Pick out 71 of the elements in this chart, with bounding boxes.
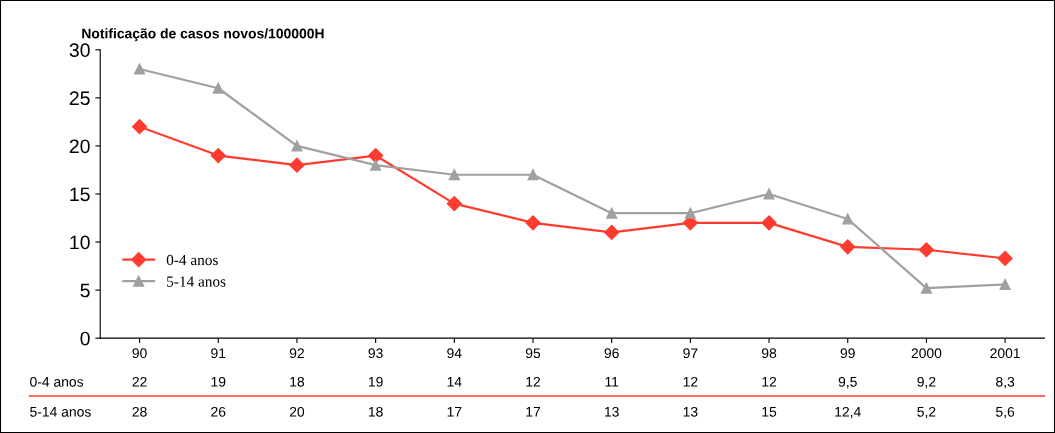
- point: [212, 82, 224, 94]
- data-label: 17: [447, 407, 462, 417]
- point: [291, 140, 303, 152]
- y-tick-label: 25: [69, 91, 90, 106]
- y-axis-title: Notificação de casos novos/100000H: [82, 28, 324, 42]
- data-label: 9,2: [917, 376, 936, 389]
- y-tick-label: 5: [80, 283, 90, 298]
- x-tick-label: 99: [840, 348, 855, 359]
- x-tick-label: 96: [604, 348, 619, 359]
- x-tick-label: 95: [525, 348, 541, 359]
- point: [920, 282, 932, 294]
- x-tick-label: 94: [447, 348, 462, 359]
- x-tick-label: 90: [132, 348, 147, 359]
- point: [289, 157, 305, 173]
- point: [606, 207, 618, 219]
- point: [134, 63, 146, 75]
- point: [684, 207, 696, 219]
- point: [999, 278, 1011, 290]
- legend-label: 5-14 anos: [167, 276, 226, 287]
- legend-label: 0-4 anos: [166, 254, 218, 266]
- x-tick-label: 93: [368, 348, 383, 359]
- data-label: 13: [605, 406, 619, 417]
- x-tick-label: 2001: [990, 348, 1020, 359]
- data-label: 28: [132, 406, 147, 417]
- point: [527, 169, 539, 181]
- data-label: 17: [526, 407, 541, 417]
- x-tick-label: 92: [289, 348, 304, 359]
- y-tick-label: 30: [69, 43, 90, 58]
- text: 5-14 anos: [30, 407, 91, 417]
- data-label: 5,2: [917, 406, 936, 419]
- point: [448, 169, 460, 181]
- data-label: 12: [526, 376, 541, 387]
- point: [761, 215, 777, 231]
- point: [918, 242, 934, 258]
- text: 0-4 anos: [30, 376, 84, 387]
- point: [368, 147, 384, 164]
- data-label: 13: [683, 406, 698, 417]
- point: [210, 147, 226, 164]
- point: [840, 239, 856, 255]
- y-tick-label: 0: [80, 331, 90, 346]
- data-label: 18: [368, 406, 383, 417]
- data-label: 12: [762, 376, 777, 387]
- data-label: 8,3: [996, 376, 1015, 389]
- point: [842, 213, 854, 225]
- point: [763, 188, 775, 200]
- y-tick-label: 15: [70, 187, 90, 202]
- data-label: 9,5: [838, 376, 857, 389]
- data-label: 12: [683, 376, 698, 387]
- data-label: 15: [762, 407, 777, 417]
- data-label: 19: [211, 376, 226, 387]
- y-tick-label: 10: [70, 235, 90, 250]
- point: [525, 215, 541, 231]
- point: [446, 196, 462, 212]
- data-label: 20: [289, 406, 305, 417]
- data-label: 14: [447, 377, 462, 387]
- x-tick-label: 91: [211, 348, 226, 359]
- point: [370, 159, 382, 171]
- data-label: 26: [211, 406, 226, 417]
- x-tick-label: 98: [761, 348, 777, 359]
- data-label: 19: [368, 376, 383, 387]
- point: [131, 119, 148, 135]
- data-label: 11: [605, 377, 619, 387]
- data-label: 18: [290, 376, 305, 387]
- data-label: 5,6: [996, 406, 1015, 419]
- x-tick-label: 2000: [911, 348, 942, 359]
- data-label: 22: [132, 376, 147, 387]
- point: [604, 224, 620, 241]
- point: [997, 250, 1013, 266]
- x-tick-label: 97: [683, 348, 698, 359]
- data-label: 12,4: [835, 406, 861, 419]
- y-tick-label: 20: [69, 139, 90, 154]
